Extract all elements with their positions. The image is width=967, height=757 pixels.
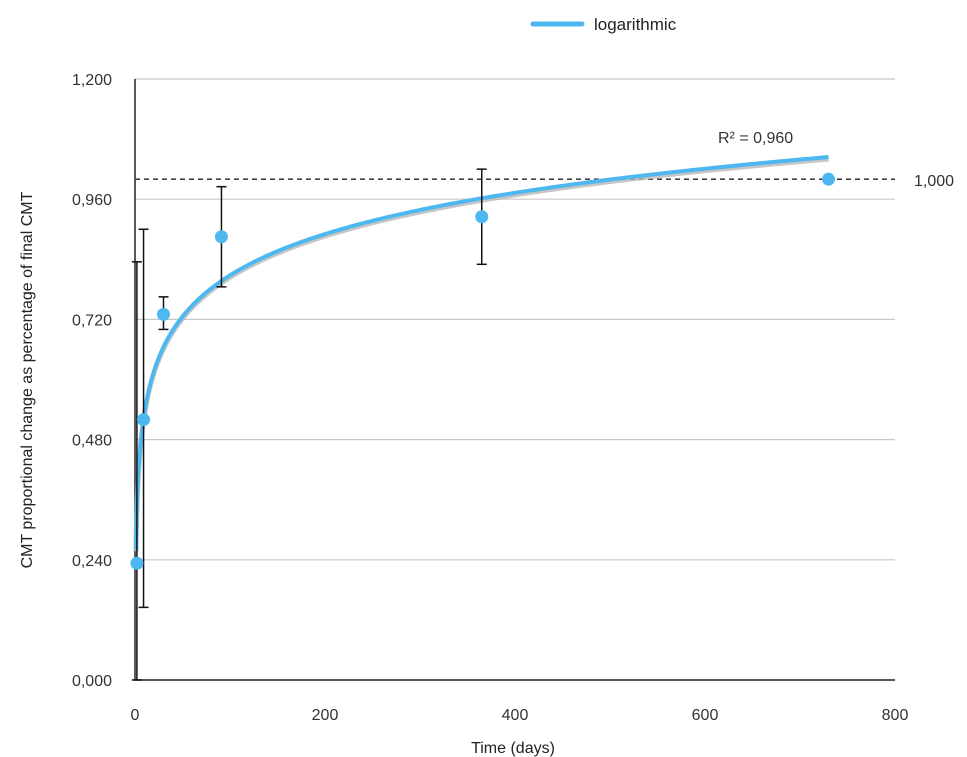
y-tick-label: 0,480 bbox=[72, 433, 112, 450]
error-bars bbox=[131, 168, 487, 681]
gridlines bbox=[135, 78, 895, 561]
r-squared-label: R² = 0,960 bbox=[718, 130, 793, 147]
x-tick-label: 600 bbox=[692, 707, 719, 724]
data-point bbox=[137, 413, 151, 427]
data-point bbox=[475, 210, 489, 224]
x-axis-ticks: 0 200 400 600 800 bbox=[131, 707, 909, 724]
y-axis-title: CMT proportional change as percentage of… bbox=[19, 191, 36, 568]
data-point bbox=[822, 172, 835, 186]
data-point bbox=[130, 556, 144, 570]
legend: logarithmic bbox=[530, 15, 677, 34]
x-axis-title: Time (days) bbox=[471, 740, 555, 757]
y-tick-label: 0,960 bbox=[72, 192, 112, 209]
data-point bbox=[214, 230, 228, 244]
reference-line-label: 1,000 bbox=[914, 173, 954, 190]
x-tick-label: 0 bbox=[131, 707, 140, 724]
y-tick-label: 1,200 bbox=[72, 72, 112, 89]
data-point bbox=[157, 307, 170, 321]
y-tick-label: 0,720 bbox=[72, 312, 112, 329]
y-tick-label: 0,240 bbox=[72, 553, 112, 570]
y-axis-ticks: 0,000 0,240 0,480 0,720 0,960 1,200 bbox=[72, 72, 112, 690]
x-tick-label: 400 bbox=[502, 707, 529, 724]
x-tick-label: 200 bbox=[312, 707, 339, 724]
data-points bbox=[130, 172, 835, 570]
x-tick-label: 800 bbox=[882, 707, 909, 724]
y-tick-label: 0,000 bbox=[72, 673, 112, 690]
trendline-logarithmic bbox=[133, 155, 829, 550]
legend-label-logarithmic: logarithmic bbox=[594, 15, 677, 34]
